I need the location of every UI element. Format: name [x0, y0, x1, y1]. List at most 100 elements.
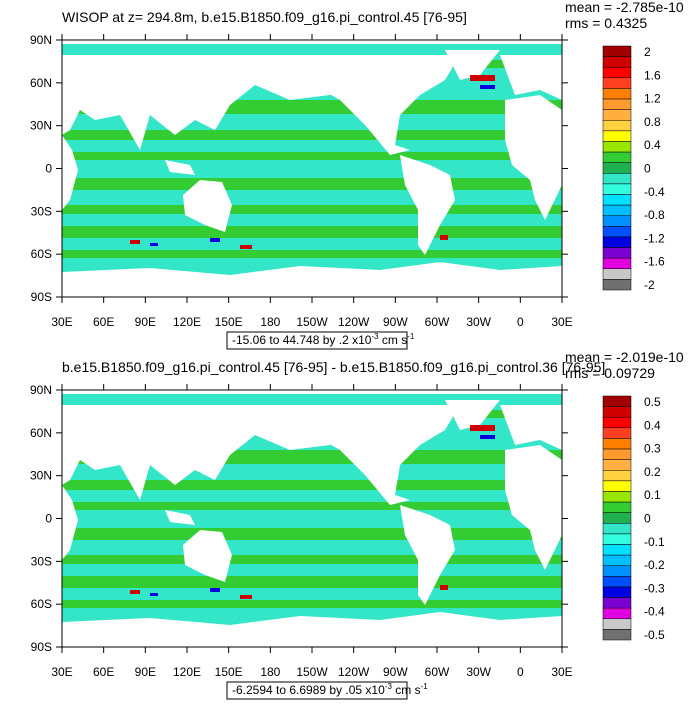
- colorbar-box: [602, 257, 632, 270]
- lat-label: 30N: [30, 119, 52, 133]
- colorbar-box: [602, 204, 632, 216]
- colorbar-label: -0.4: [644, 185, 665, 199]
- colorbar-box: [602, 88, 632, 100]
- lat-label: 90N: [30, 383, 52, 397]
- colorbar-label: 0.4: [644, 138, 661, 152]
- colorbar-label: -0.3: [644, 581, 665, 595]
- contour-info-box: [226, 331, 408, 350]
- lon-label: 90W: [383, 315, 408, 329]
- colorbar-box: [602, 544, 632, 556]
- colorbar-box: [602, 173, 632, 185]
- colorbar-box: [602, 607, 632, 620]
- colorbar-box: [602, 151, 632, 163]
- colorbar-label: -0.1: [644, 535, 665, 549]
- colorbar-label: 1.2: [644, 92, 661, 106]
- rms-label: rms = 0.4325: [565, 15, 647, 31]
- lon-label: 30E: [551, 315, 572, 329]
- colorbar-label: 0.2: [644, 465, 661, 479]
- contour-info-part: -3: [385, 682, 393, 691]
- colorbar-box: [602, 480, 632, 492]
- lon-label: 30E: [51, 665, 72, 679]
- lon-label: 30E: [551, 665, 572, 679]
- lon-label: 30W: [466, 315, 491, 329]
- colorbar-box: [602, 512, 632, 524]
- colorbar-label: -0.2: [644, 558, 665, 572]
- lon-label: 150W: [296, 315, 328, 329]
- lat-label: 60N: [30, 426, 52, 440]
- colorbar-box: [602, 194, 632, 206]
- colorbar-box: [602, 109, 632, 121]
- colorbar-box: [602, 215, 632, 227]
- colorbar-label: 0.5: [644, 395, 661, 409]
- colorbar-box: [602, 56, 632, 68]
- map-panel: b.e15.B1850.f09_g16.pi_control.45 [76-95…: [30, 349, 684, 700]
- lon-label: 30W: [466, 665, 491, 679]
- panel-title: b.e15.B1850.f09_g16.pi_control.45 [76-95…: [62, 359, 605, 375]
- colorbar-box: [602, 565, 632, 577]
- lon-label: 90W: [383, 665, 408, 679]
- colorbar-box: [602, 618, 632, 630]
- map-panel: WISOP at z= 294.8m, b.e15.B1850.f09_g16.…: [30, 0, 684, 350]
- rms-label: rms = 0.09729: [565, 365, 655, 381]
- lon-label: 60W: [425, 665, 450, 679]
- contour-info-part: -1: [407, 332, 415, 341]
- lon-label: 60W: [425, 315, 450, 329]
- colorbar-box: [602, 438, 632, 450]
- colorbar-box: [602, 268, 632, 280]
- map-image: [62, 390, 562, 647]
- contour-info-part: -6.2594 to 6.6989 by .05 x10: [232, 683, 385, 697]
- colorbar-box: [602, 226, 632, 238]
- colorbar-box: [602, 448, 632, 460]
- colorbar-label: -2: [644, 278, 655, 292]
- colorbar-box: [602, 554, 632, 566]
- colorbar-label: 0: [644, 512, 651, 526]
- lat-label: 90S: [31, 290, 52, 304]
- colorbar-label: 1.6: [644, 68, 661, 82]
- colorbar-box: [602, 279, 632, 291]
- colorbar-box: [602, 629, 632, 641]
- colorbar-label: 0: [644, 162, 651, 176]
- lat-label: 30S: [31, 554, 52, 568]
- mean-label: mean = -2.019e-10: [565, 349, 684, 365]
- colorbar-box: [602, 395, 632, 407]
- contour-info: -6.2594 to 6.6989 by .05 x10-3 cm s-1: [232, 682, 428, 697]
- colorbar-box: [602, 130, 632, 142]
- lon-label: 0: [517, 315, 524, 329]
- lon-label: 150W: [296, 665, 328, 679]
- colorbar-box: [602, 162, 632, 174]
- panel-title: WISOP at z= 294.8m, b.e15.B1850.f09_g16.…: [62, 9, 467, 25]
- lon-label: 150E: [215, 315, 243, 329]
- lat-label: 60S: [31, 247, 52, 261]
- colorbar-box: [602, 141, 632, 153]
- contour-info-part: cm s: [379, 333, 408, 347]
- lon-label: 120E: [173, 665, 201, 679]
- contour-info-part: -15.06 to 44.748 by .2 x10: [232, 333, 372, 347]
- lat-label: 60N: [30, 76, 52, 90]
- colorbar-label: 0.1: [644, 488, 661, 502]
- lon-label: 150E: [215, 665, 243, 679]
- contour-info-part: -1: [421, 682, 429, 691]
- colorbar-box: [602, 98, 632, 110]
- colorbar-label: -1.2: [644, 231, 665, 245]
- colorbar-box: [602, 77, 632, 89]
- colorbar-label: 0.3: [644, 442, 661, 456]
- lat-label: 60S: [31, 597, 52, 611]
- contour-info-part: cm s: [392, 683, 421, 697]
- colorbar-box: [602, 120, 632, 132]
- lat-label: 90N: [30, 33, 52, 47]
- colorbar-box: [602, 406, 632, 418]
- contour-info-part: -3: [371, 332, 379, 341]
- colorbar-box: [602, 597, 632, 609]
- colorbar-label: -0.4: [644, 605, 665, 619]
- contour-info: -15.06 to 44.748 by .2 x10-3 cm s-1: [232, 332, 415, 347]
- contour-info-box: [226, 681, 408, 700]
- colorbar-box: [602, 470, 632, 482]
- lat-label: 0: [45, 162, 52, 176]
- colorbar-box: [602, 66, 632, 79]
- lon-label: 120W: [338, 315, 370, 329]
- lon-label: 60E: [93, 665, 114, 679]
- lon-label: 30E: [51, 315, 72, 329]
- colorbar-box: [602, 183, 632, 195]
- colorbar-label: 2: [644, 45, 651, 59]
